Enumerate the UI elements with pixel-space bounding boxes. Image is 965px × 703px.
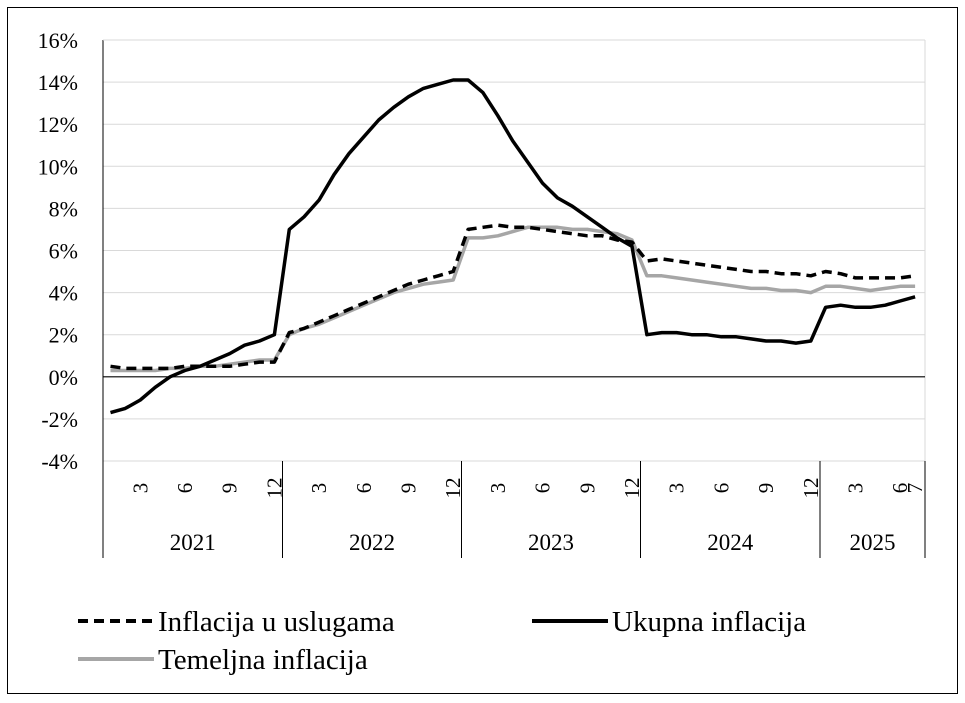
y-tick-label: 12%	[38, 112, 78, 137]
month-label: 9	[396, 483, 420, 494]
month-label: 12	[620, 478, 644, 499]
month-label: 12	[441, 478, 465, 499]
month-label: 6	[888, 483, 912, 494]
y-tick-label: 14%	[38, 70, 78, 95]
month-tick: 12	[262, 478, 286, 499]
y-tick-label: 8%	[49, 196, 78, 221]
y-tick-label: -4%	[41, 449, 78, 474]
month-label: 12	[799, 478, 823, 499]
y-tick-label: 4%	[49, 281, 78, 306]
month-tick: 12	[620, 478, 644, 499]
month-tick: 3	[307, 483, 331, 494]
month-label: 6	[709, 483, 733, 494]
axes	[102, 39, 926, 558]
y-tick-label: -2%	[41, 407, 78, 432]
series-line-1	[110, 78, 916, 415]
y-tick-label: 2%	[49, 323, 78, 348]
year-label: 2021	[170, 530, 216, 555]
legend-label: Inflacija u uslugama	[158, 606, 395, 638]
month-label: 6	[352, 483, 376, 494]
month-label: 7	[903, 483, 927, 494]
month-tick: 6	[888, 483, 912, 494]
legend-label: Temeljna inflacija	[158, 644, 368, 676]
gridlines	[103, 39, 925, 462]
y-tick-label: 0%	[49, 365, 78, 390]
year-label: 2022	[349, 530, 395, 555]
month-tick: 3	[486, 483, 510, 494]
series-line-2	[110, 225, 916, 373]
month-tick: 3	[128, 483, 152, 494]
month-tick: 9	[754, 483, 778, 494]
month-tick: 9	[396, 483, 420, 494]
series-lines	[110, 78, 916, 415]
chart-frame	[7, 7, 958, 694]
month-label: 3	[128, 483, 152, 494]
legend: Inflacija u uslugama Ukupna inflacija Teme…	[78, 606, 806, 676]
month-tick: 6	[173, 483, 197, 494]
month-label: 12	[262, 478, 286, 499]
month-label: 6	[531, 483, 555, 494]
month-label: 3	[486, 483, 510, 494]
month-tick: 9	[218, 483, 242, 494]
month-label: 9	[218, 483, 242, 494]
month-tick: 3	[665, 483, 689, 494]
month-tick: 7	[903, 483, 927, 494]
month-label: 9	[575, 483, 599, 494]
y-tick-label: 10%	[38, 154, 78, 179]
month-label: 9	[754, 483, 778, 494]
month-tick: 3	[843, 483, 867, 494]
month-label: 3	[843, 483, 867, 494]
month-tick: 6	[531, 483, 555, 494]
month-label: 6	[173, 483, 197, 494]
month-tick: 6	[352, 483, 376, 494]
y-axis-tick-labels: 16% 14% 12% 10% 8% 6% 4% 2% 0% -2% -4%	[38, 28, 78, 474]
y-tick-label: 16%	[38, 28, 78, 53]
legend-label: Ukupna inflacija	[612, 606, 806, 638]
month-tick: 12	[441, 478, 465, 499]
year-label: 2025	[850, 530, 896, 555]
year-label: 2024	[707, 530, 754, 555]
year-label: 2023	[528, 530, 574, 555]
month-label: 3	[665, 483, 689, 494]
y-tick-label: 6%	[49, 239, 78, 264]
month-label: 3	[307, 483, 331, 494]
month-tick: 6	[709, 483, 733, 494]
month-tick: 9	[575, 483, 599, 494]
month-tick: 12	[799, 478, 823, 499]
series-line-0	[110, 223, 916, 371]
